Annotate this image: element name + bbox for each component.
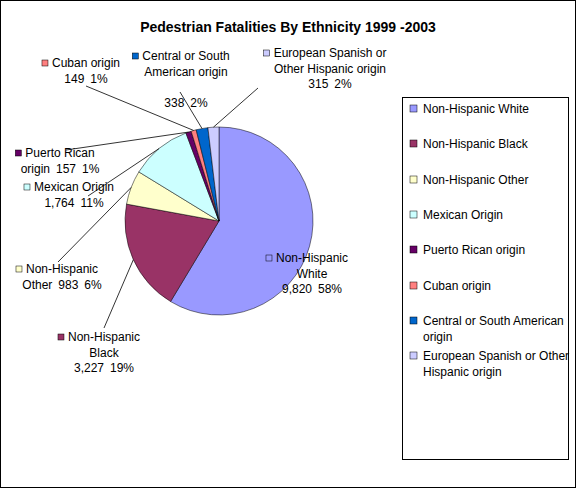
slice-label-percent: 1% bbox=[82, 162, 100, 176]
slice-label-swatch bbox=[132, 53, 138, 59]
slice-label: White bbox=[297, 267, 328, 281]
slice-label-swatch bbox=[58, 334, 64, 340]
slice-label-name: Non-Hispanic bbox=[68, 330, 140, 344]
legend-label: Central or South American bbox=[423, 314, 564, 328]
slice-label: Cuban origin bbox=[52, 56, 120, 70]
legend-label: Mexican Origin bbox=[423, 208, 503, 222]
legend-label: Puerto Rican origin bbox=[423, 243, 525, 257]
legend-label: Non-Hispanic White bbox=[423, 102, 529, 116]
slice-label: Puerto Rican bbox=[25, 146, 94, 160]
slice-label-swatch bbox=[266, 255, 272, 261]
slice-label: 1,764 11% bbox=[44, 196, 103, 210]
slice-label: 3,227 19% bbox=[74, 361, 134, 375]
slice-label-percent: 11% bbox=[80, 196, 103, 210]
slice-label-percent: 1% bbox=[90, 72, 108, 86]
pie-slice bbox=[196, 128, 219, 221]
slice-label-swatch bbox=[42, 60, 48, 66]
slice-label-percent: 58% bbox=[318, 282, 342, 296]
legend-label: Non-Hispanic Black bbox=[423, 137, 529, 151]
slice-label-value: 1,764 bbox=[44, 196, 74, 210]
slice-label-name: origin bbox=[21, 162, 50, 176]
legend-swatch bbox=[410, 282, 417, 289]
slice-label-swatch bbox=[24, 184, 30, 190]
legend-label: origin bbox=[423, 330, 452, 344]
slice-label-name: Non-Hispanic bbox=[26, 262, 98, 276]
slice-label-name: White bbox=[297, 267, 328, 281]
slice-label: 9,820 58% bbox=[282, 282, 342, 296]
legend-swatch bbox=[410, 246, 417, 253]
pie-slice bbox=[208, 127, 219, 221]
slice-label-swatch bbox=[16, 266, 22, 272]
slice-label: Mexican Origin bbox=[34, 180, 114, 194]
slice-label: Other Hispanic origin bbox=[274, 62, 386, 76]
leader-line bbox=[86, 86, 194, 130]
slice-label-name: Central or South bbox=[142, 49, 229, 63]
slice-label: origin 157 1% bbox=[21, 162, 100, 176]
chart-root: Pedestrian Fatalities By Ethnicity 1999 … bbox=[0, 0, 576, 488]
slice-label: 338 2% bbox=[164, 96, 208, 110]
slice-label-percent: 2% bbox=[190, 96, 208, 110]
slice-label-name: Non-Hispanic bbox=[276, 251, 348, 265]
slice-label-name: Cuban origin bbox=[52, 56, 120, 70]
slice-label-name: Puerto Rican bbox=[25, 146, 94, 160]
slice-label-value: 3,227 bbox=[74, 361, 104, 375]
chart-title: Pedestrian Fatalities By Ethnicity 1999 … bbox=[140, 19, 436, 35]
legend-swatch bbox=[410, 105, 417, 112]
pie-slice bbox=[125, 204, 219, 301]
pie-slices bbox=[125, 127, 313, 315]
legend-swatch bbox=[410, 317, 417, 324]
legend-label: Hispanic origin bbox=[423, 365, 502, 379]
slice-label-name: European Spanish or bbox=[274, 46, 387, 60]
slice-label-value: 149 bbox=[64, 72, 84, 86]
leader-line bbox=[104, 260, 133, 328]
legend-swatch bbox=[410, 352, 417, 359]
legend-swatch bbox=[410, 140, 417, 147]
slice-label-swatch bbox=[15, 150, 21, 156]
legend-label: European Spanish or Other bbox=[423, 349, 569, 363]
slice-label-value: 983 bbox=[58, 278, 78, 292]
slice-label: 315 2% bbox=[308, 77, 352, 91]
slice-label-name: American origin bbox=[144, 65, 227, 79]
slice-label: Non-Hispanic bbox=[68, 330, 140, 344]
leader-line bbox=[213, 88, 258, 127]
slice-label-name: Other Hispanic origin bbox=[274, 62, 386, 76]
slice-label: Black bbox=[89, 346, 119, 360]
slice-label-percent: 6% bbox=[84, 278, 102, 292]
slice-label-name: Mexican Origin bbox=[34, 180, 114, 194]
slice-label: 149 1% bbox=[64, 72, 108, 86]
slice-label: Non-Hispanic bbox=[26, 262, 98, 276]
legend-label: Non-Hispanic Other bbox=[423, 173, 528, 187]
slice-label-percent: 2% bbox=[334, 77, 352, 91]
slice-label-swatch bbox=[264, 50, 270, 56]
slice-label: Central or South bbox=[142, 49, 229, 63]
legend-swatch bbox=[410, 176, 417, 183]
slice-label: Other 983 6% bbox=[22, 278, 102, 292]
slice-label-value: 338 bbox=[164, 96, 184, 110]
slice-label-percent: 19% bbox=[110, 361, 134, 375]
legend-label: Cuban origin bbox=[423, 279, 491, 293]
chart-frame bbox=[1, 1, 576, 488]
slice-label-value: 315 bbox=[308, 77, 328, 91]
slice-label: Non-Hispanic bbox=[276, 251, 348, 265]
slice-label: European Spanish or bbox=[274, 46, 387, 60]
slice-label: American origin bbox=[144, 65, 227, 79]
slice-label-name: Other bbox=[22, 278, 52, 292]
slice-label-value: 9,820 bbox=[282, 282, 312, 296]
slice-label-value: 157 bbox=[56, 162, 76, 176]
slice-label-name: Black bbox=[89, 346, 119, 360]
legend-swatch bbox=[410, 211, 417, 218]
legend-box bbox=[403, 98, 569, 460]
